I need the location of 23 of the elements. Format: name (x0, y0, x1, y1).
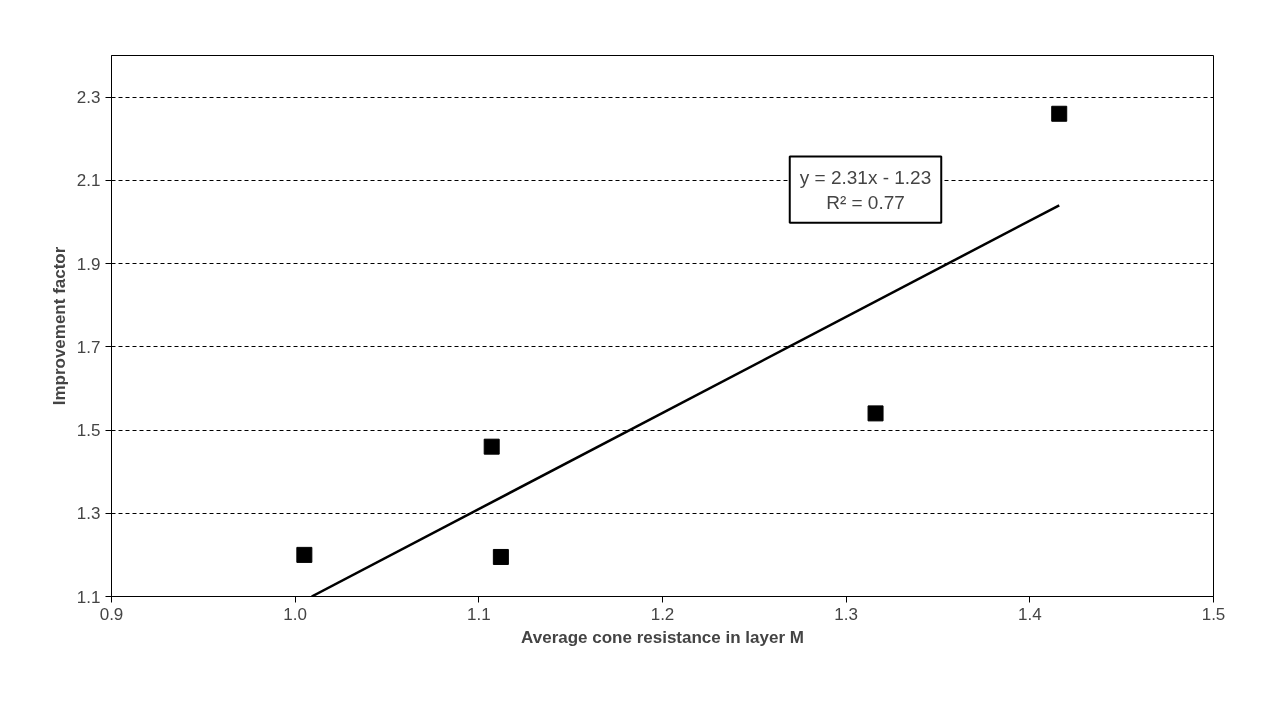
point (483, 438, 500, 455)
y-axis-title: Improvement factor (49, 246, 69, 406)
y-tick-label: 2.3 (76, 88, 101, 108)
y-tick-label: 1.5 (76, 421, 101, 441)
x-axis-title: Average cone resistance in layer M (521, 627, 804, 647)
annotation: y = 2.31x - 1.23 (799, 166, 932, 188)
x-tick-label: 1.1 (467, 604, 491, 624)
x-tick-label: 1.3 (834, 604, 858, 624)
y-tick-label: 1.3 (76, 504, 101, 524)
x-tick-label: 1.4 (1018, 604, 1042, 624)
annotation: R² = 0.77 (826, 191, 905, 213)
y-tick-label: 1.1 (76, 587, 101, 607)
point (296, 546, 313, 563)
x-tick-label: 1.2 (650, 604, 675, 624)
y-tick-label: 1.9 (76, 254, 101, 274)
point (867, 405, 884, 422)
point (492, 548, 509, 565)
x-tick-label: 1.0 (283, 604, 307, 624)
point (1051, 105, 1068, 122)
x-tick-label: 1.5 (1201, 604, 1226, 624)
y-tick-label: 2.1 (76, 171, 101, 191)
y-tick-label: 1.7 (76, 337, 101, 357)
x-tick-label: 0.9 (99, 604, 124, 624)
